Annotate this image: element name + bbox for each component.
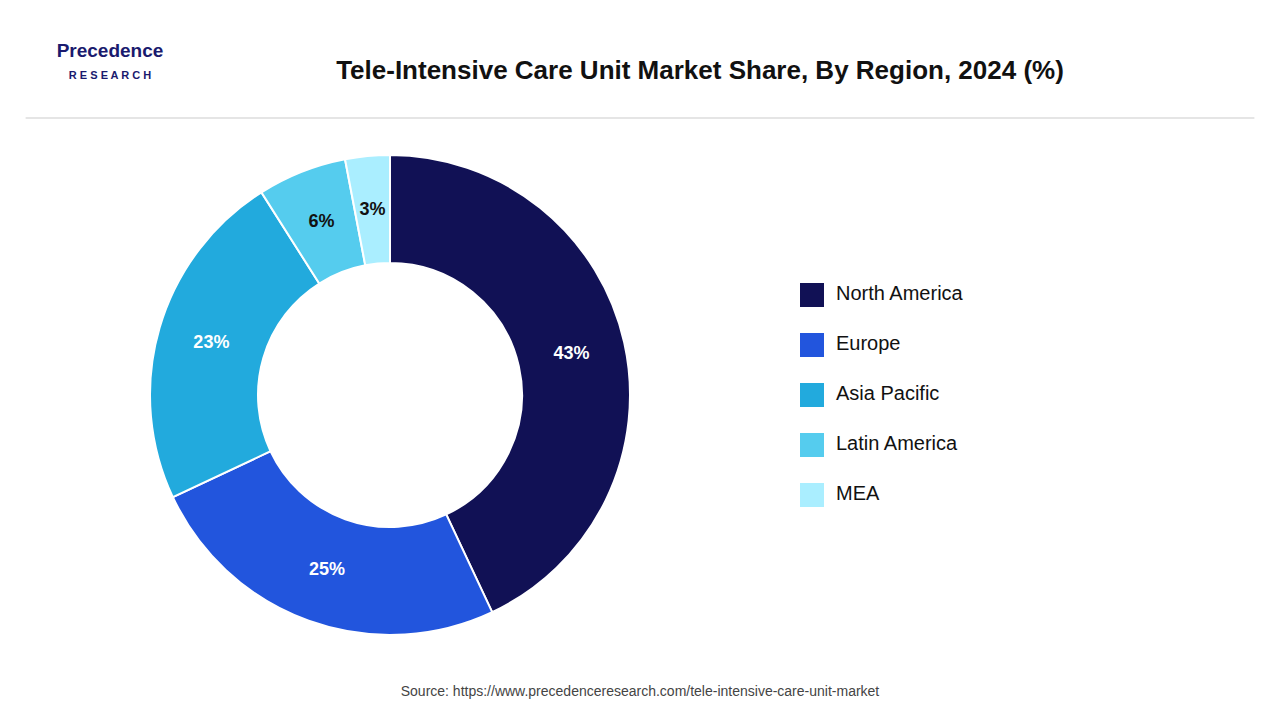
legend: North America Europe Asia Pacific Latin Ame… [800,282,964,507]
legend-item: MEA [800,482,880,507]
data-label: 6% [309,211,335,231]
legend-swatch [800,483,824,507]
data-label: 43% [554,343,590,363]
data-labels: 43% 25% 23% 6% 3% [193,199,589,579]
slice [173,451,492,635]
chart-root: Precedence R E S E A R C H Tele-Intensive … [0,0,1280,720]
source-text: Source: https://www.precedenceresearch.c… [401,683,880,699]
separator [26,117,1255,118]
donut [150,155,630,635]
data-label: 3% [359,199,385,219]
legend-label: Asia Pacific [836,382,939,404]
legend-swatch [800,383,824,407]
legend-label: Latin America [836,432,958,454]
legend-swatch [800,333,824,357]
logo: Precedence R E S E A R C H [57,40,164,81]
legend-item: Europe [800,332,901,357]
legend-item: Asia Pacific [800,382,939,407]
legend-label: MEA [836,482,880,504]
legend-item: Latin America [800,432,958,457]
legend-label: North America [836,282,964,304]
legend-item: North America [800,282,964,307]
legend-label: Europe [836,332,901,354]
chart-title: Tele-Intensive Care Unit Market Share, B… [336,55,1064,85]
data-label: 25% [309,559,345,579]
legend-swatch [800,283,824,307]
data-label: 23% [193,332,229,352]
slice [345,155,390,265]
legend-swatch [800,433,824,457]
logo-subtext: R E S E A R C H [69,69,151,81]
logo-text: Precedence [57,40,164,61]
